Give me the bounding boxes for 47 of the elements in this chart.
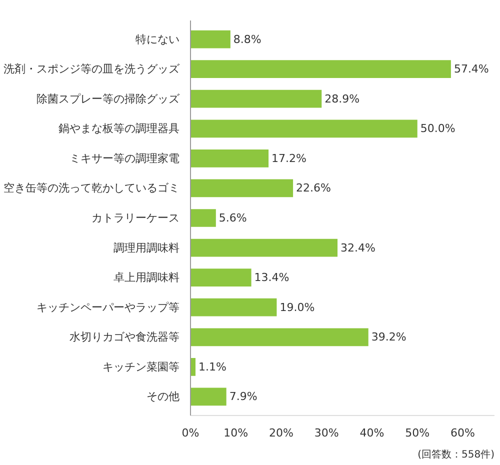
x-tick-label: 0% bbox=[182, 426, 200, 440]
bar bbox=[190, 60, 451, 78]
x-tick-label: 60% bbox=[450, 426, 475, 440]
y-tick-label: カトラリーケース bbox=[92, 212, 180, 224]
data-label: 32.4% bbox=[340, 241, 376, 254]
bar bbox=[190, 268, 252, 287]
data-label: 50.0% bbox=[420, 122, 456, 136]
data-label: 5.6% bbox=[218, 212, 247, 224]
y-tick-label: キッチンペーパーやラップ等 bbox=[36, 300, 180, 314]
bar bbox=[190, 90, 322, 108]
data-label: 7.9% bbox=[229, 390, 258, 404]
y-tick-label: 空き缶等の洗って乾かしているゴミ bbox=[4, 182, 180, 195]
data-label: 1.1% bbox=[198, 360, 226, 374]
data-label: 22.6% bbox=[296, 182, 331, 195]
data-label: 28.9% bbox=[324, 92, 360, 106]
y-tick-label: ミキサー等の調理家電 bbox=[70, 152, 180, 165]
data-label: 17.2% bbox=[272, 152, 306, 165]
x-tick-label: 50% bbox=[405, 426, 430, 440]
bar bbox=[190, 388, 226, 406]
y-tick-label: キッチン菜園等 bbox=[102, 360, 180, 374]
y-tick-label: 調理用調味料 bbox=[114, 241, 180, 254]
bar bbox=[190, 209, 216, 227]
y-tick-label: 卓上用調味料 bbox=[114, 271, 180, 284]
y-tick-label: 除菌スプレー等の掃除グッズ bbox=[36, 92, 180, 106]
y-tick-label: 鍋やまな板等の調理器具 bbox=[58, 122, 180, 136]
x-tick-label: 30% bbox=[314, 426, 339, 440]
data-label: 39.2% bbox=[371, 330, 406, 344]
x-tick-label: 20% bbox=[269, 426, 294, 440]
bar bbox=[190, 238, 338, 257]
data-label: 57.4% bbox=[454, 62, 489, 76]
y-tick-label: 特にない bbox=[136, 32, 180, 46]
bar bbox=[190, 358, 196, 376]
data-label: 13.4% bbox=[254, 271, 290, 284]
x-tick-label: 40% bbox=[360, 426, 384, 440]
bar bbox=[190, 179, 294, 198]
bar bbox=[190, 149, 269, 168]
y-tick-label: その他 bbox=[146, 390, 180, 404]
x-tick-label: 10% bbox=[224, 426, 248, 440]
bar bbox=[190, 120, 418, 138]
data-label: 8.8% bbox=[233, 32, 262, 46]
y-tick-label: 水切りカゴや食洗器等 bbox=[70, 330, 180, 344]
text: (回答数：558件) bbox=[418, 448, 495, 460]
bar bbox=[190, 298, 277, 316]
data-label: 19.0% bbox=[280, 300, 315, 314]
bar bbox=[190, 328, 368, 346]
y-tick-label: 洗剤・スポンジ等の皿を洗うグッズ bbox=[4, 62, 180, 76]
bar bbox=[190, 30, 230, 48]
